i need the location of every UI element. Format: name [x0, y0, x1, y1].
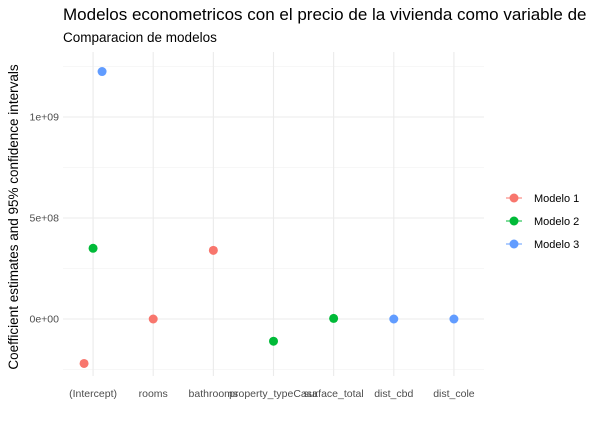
- legend-key-point: [509, 239, 519, 249]
- x-tick-label: (Intercept): [69, 388, 117, 400]
- data-point: [148, 314, 158, 324]
- y-axis-ticks: 0e+00 5e+08 1e+09: [30, 112, 60, 326]
- legend-label: Modelo 3: [534, 239, 579, 251]
- x-tick-label: property_typeCasa: [229, 388, 318, 400]
- legend-label: Modelo 1: [534, 193, 579, 205]
- data-point: [269, 336, 278, 346]
- legend-key-point: [509, 216, 519, 226]
- chart-title: Modelos econometricos con el precio de l…: [63, 5, 587, 24]
- legend-key-point: [509, 193, 519, 203]
- y-tick-label: 5e+08: [30, 213, 60, 225]
- data-point: [208, 245, 218, 255]
- x-tick-label: dist_cole: [433, 388, 475, 400]
- grid-lines: [63, 52, 484, 376]
- legend-label: Modelo 2: [534, 216, 579, 228]
- legend: Modelo 1 Modelo 2 Modelo 3: [506, 193, 579, 251]
- x-axis-ticks: (Intercept) rooms bathroomsproperty_typeCa…: [69, 388, 475, 400]
- data-point: [97, 67, 107, 77]
- chart-subtitle: Comparacion de modelos: [63, 30, 217, 45]
- data-point: [79, 358, 89, 368]
- data-point: [88, 243, 98, 253]
- x-tick-label: dist_cbd: [374, 388, 413, 400]
- data-point: [449, 314, 459, 324]
- data-points: [79, 67, 459, 368]
- data-point: [389, 314, 399, 324]
- x-tick-label: bathrooms: [189, 388, 239, 400]
- y-tick-label: 0e+00: [30, 314, 60, 326]
- x-tick-label: rooms: [139, 388, 168, 400]
- y-tick-label: 1e+09: [30, 112, 60, 124]
- y-axis-label: Coefficient estimates and 95% confidence…: [6, 64, 21, 369]
- data-point: [329, 313, 339, 323]
- x-tick-label: surface_total: [304, 388, 364, 400]
